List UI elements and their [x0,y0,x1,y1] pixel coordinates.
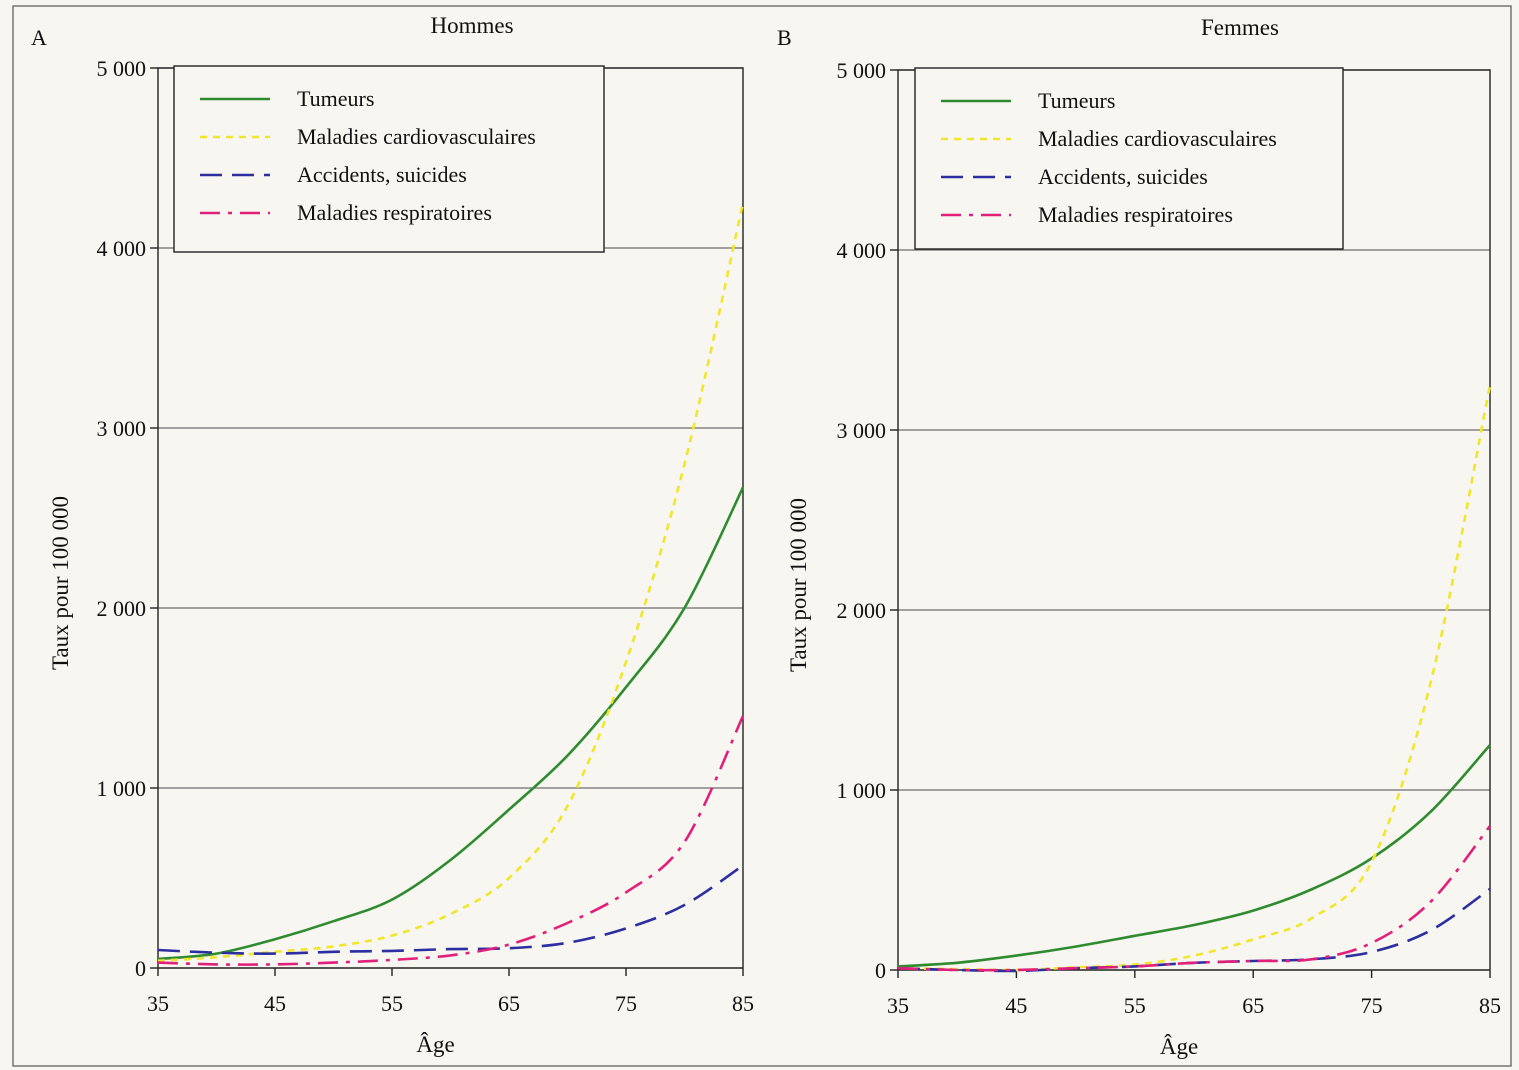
legend-entry: Accidents, suicides [297,162,467,187]
legend-entry: Maladies cardiovasculaires [297,124,536,149]
x-tick-label: 45 [1005,993,1027,1018]
y-tick-label: 0 [135,956,146,981]
x-tick-label: 45 [264,991,286,1016]
panel-femmes: 0 1 000 2 000 3 000 4 000 5 000 35 45 55 65 75 85 Âg… [777,15,1501,1059]
series-line-3 [157,715,745,966]
y-tick-label: 4 000 [837,238,887,263]
x-tick-label: 55 [1124,993,1146,1018]
x-axis-title: Âge [1160,1034,1198,1059]
y-tick-label: 0 [875,958,886,983]
series-line-3 [897,825,1492,972]
y-tick-label: 4 000 [97,236,147,261]
x-tick-label: 35 [887,993,909,1018]
y-tick-label: 3 000 [837,418,887,443]
y-axis-title: Taux pour 100 000 [48,496,73,670]
series-line-2 [157,864,744,955]
legend-entry: Maladies respiratoires [1038,202,1233,227]
x-tick-label: 85 [732,991,754,1016]
legend-box [173,65,605,253]
y-tick-label: 2 000 [837,598,887,623]
legend-box [914,67,1344,250]
y-tick-label: 2 000 [97,596,147,621]
panel-letter: B [777,25,792,50]
panel-hommes: 0 1 000 2 000 3 000 4 000 5 000 35 45 55 65 75 85 Âg… [31,13,754,1057]
x-tick-label: 55 [381,991,403,1016]
y-tick-label: 1 000 [837,778,887,803]
legend-entry: Maladies respiratoires [297,200,492,225]
x-tick-label: 75 [615,991,637,1016]
x-tick-label: 65 [1242,993,1264,1018]
y-tick-label: 5 000 [97,56,147,81]
legend-entry: Tumeurs [297,86,374,111]
x-tick-label: 75 [1361,993,1383,1018]
legend-entry: Tumeurs [1038,88,1115,113]
series-line-1 [897,384,1492,972]
panel-title: Femmes [1201,15,1279,40]
legend-entry: Maladies cardiovasculaires [1038,126,1277,151]
x-tick-label: 65 [498,991,520,1016]
panel-title: Hommes [430,13,513,38]
panel-letter: A [31,25,47,50]
series-line-0 [157,486,745,961]
series-line-0 [897,744,1491,968]
x-tick-label: 35 [147,991,169,1016]
y-axis-title: Taux pour 100 000 [786,498,811,672]
x-tick-label: 85 [1479,993,1501,1018]
y-tick-label: 5 000 [837,58,887,83]
y-tick-label: 3 000 [97,416,147,441]
series-line-1 [157,202,745,963]
y-tick-label: 1 000 [97,776,147,801]
x-axis-title: Âge [416,1032,454,1057]
legend-entry: Accidents, suicides [1038,164,1208,189]
